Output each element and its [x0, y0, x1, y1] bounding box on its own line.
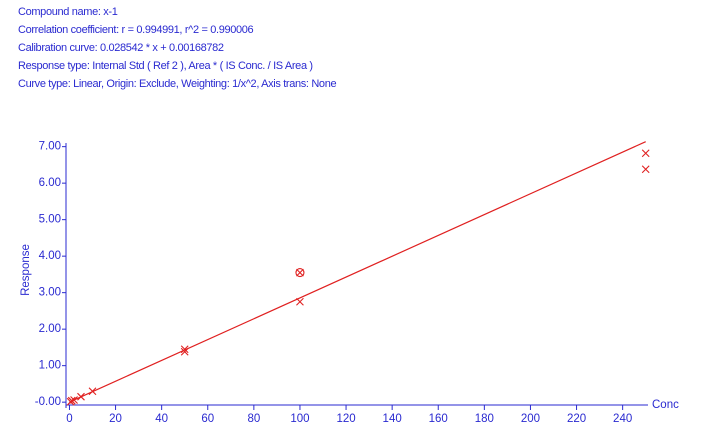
header-line: Compound name: x-1 [18, 6, 118, 18]
x-tick-label: 220 [567, 413, 586, 425]
x-tick-label: 20 [109, 413, 122, 425]
x-tick-label: 60 [201, 413, 214, 425]
x-tick-label: 180 [475, 413, 494, 425]
data-point [77, 392, 85, 401]
x-tick-label: 0 [66, 413, 72, 425]
excluded-point [295, 268, 305, 278]
y-tick-label: 6.00 [39, 177, 61, 189]
x-axis-label: Conc [652, 399, 679, 411]
y-tick-label: 1.00 [39, 360, 61, 372]
y-tick-label: 5.00 [39, 214, 61, 226]
x-tick-label: 120 [336, 413, 355, 425]
x-tick-label: 160 [429, 413, 448, 425]
y-tick-label: -0.00 [35, 396, 61, 408]
header-line: Calibration curve: 0.028542 * x + 0.0016… [18, 42, 224, 54]
y-tick-label: 4.00 [39, 250, 61, 262]
data-point [67, 396, 76, 405]
data-point [641, 165, 650, 174]
data-point [180, 347, 189, 356]
header-line: Curve type: Linear, Origin: Exclude, Wei… [18, 78, 336, 90]
y-tick-label: 2.00 [39, 323, 61, 335]
x-tick-label: 80 [247, 413, 260, 425]
y-axis-label: Response [20, 244, 32, 296]
x-tick-label: 240 [613, 413, 632, 425]
header-line: Correlation coefficient: r = 0.994991, r… [18, 24, 254, 36]
x-tick-label: 100 [290, 413, 309, 425]
data-point [70, 396, 78, 404]
y-tick-label: 3.00 [39, 287, 61, 299]
y-tick-label: 7.00 [39, 141, 61, 153]
x-tick-label: 40 [155, 413, 168, 425]
x-tick-label: 140 [383, 413, 402, 425]
data-point [296, 297, 304, 306]
data-point [180, 345, 189, 354]
data-point [641, 149, 650, 158]
header-line: Response type: Internal Std ( Ref 2 ), A… [18, 60, 313, 72]
fit-line [69, 141, 646, 403]
data-point [88, 387, 97, 396]
x-tick-label: 200 [521, 413, 540, 425]
